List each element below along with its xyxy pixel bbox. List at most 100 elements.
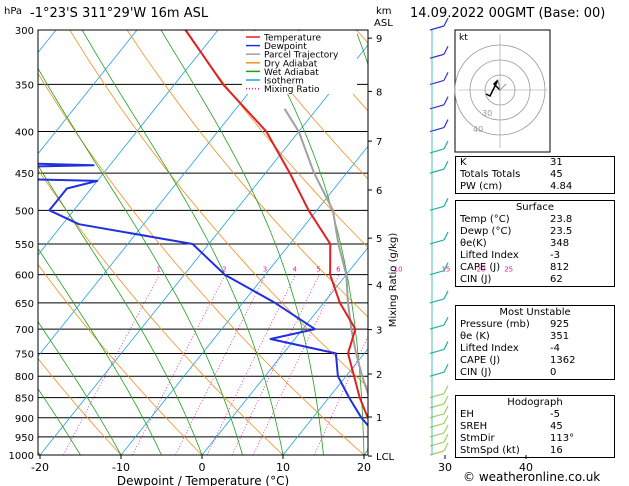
wind-barb-flag-500	[443, 198, 449, 207]
dry-adiabat-60	[241, 30, 368, 180]
km-unit-label: km	[376, 6, 392, 17]
x-tick-label-0: 0	[199, 461, 206, 474]
wet-adiabat-0	[38, 164, 203, 455]
isotherm-10	[282, 348, 368, 455]
dry-adiabat-10	[38, 169, 284, 455]
km-tick-label-9: 9	[376, 34, 382, 45]
mixing-ratio-line-3	[175, 274, 267, 455]
mixing-ratio-label-1: 1	[157, 266, 161, 274]
km-tick-label-6: 6	[376, 186, 382, 197]
wind-barb-flag-350	[443, 72, 449, 81]
km-tick-label-4: 4	[376, 281, 382, 292]
pressure-label-950: 950	[15, 433, 34, 444]
wind-barb-flag-800	[443, 363, 449, 373]
parcel-trajectory-line	[283, 108, 368, 397]
x-tick-label-20: 20	[357, 461, 371, 474]
legend-label-1: Dewpoint	[264, 42, 307, 52]
wind-barb-flag-875	[443, 395, 449, 405]
km-tick-label-LCL: LCL	[376, 452, 395, 463]
km-tick-label-1: 1	[376, 413, 382, 424]
mixing-ratio-line-2	[132, 274, 226, 455]
axes: 1 2 3 4 5 6 10 15 20 2530035040045050055060065070…	[4, 6, 533, 486]
pressure-label-600: 600	[15, 271, 34, 282]
pressure-label-800: 800	[15, 372, 34, 383]
isotherm--50	[38, 30, 138, 155]
hodograph-kt-label: kt	[459, 33, 468, 43]
wind-barb-flag-900	[443, 405, 449, 415]
tt-row: Totals Totals 45	[460, 169, 563, 180]
temperature-line	[184, 30, 368, 420]
mixing-ratio-line-5	[231, 274, 320, 455]
dewpoint-line	[38, 162, 368, 427]
x-tick-label-40: 40	[519, 461, 533, 474]
isotherm--10	[120, 145, 368, 455]
unstable-title: Most Unstable	[499, 307, 571, 318]
plot-frame	[37, 29, 369, 456]
mixing-ratio-axis-title: Mixing Ratio (g/kg)	[388, 233, 399, 328]
km-tick-label-7: 7	[376, 137, 382, 148]
wind-barbs	[429, 17, 449, 456]
wind-barb-flag-600	[443, 262, 449, 271]
wind-barb-flag-700	[443, 316, 449, 326]
mixing-ratio-label-2: 2	[222, 266, 226, 274]
pressure-label-700: 700	[15, 325, 34, 336]
wind-barb-flag-400	[443, 119, 449, 128]
copyright-footer: © weatheronline.co.uk	[463, 470, 601, 484]
hodograph-stats-panel: Hodograph EH -5 SREH 45 StmDir 113° StmSpd …	[455, 395, 615, 458]
pressure-label-450: 450	[15, 169, 34, 180]
hodograph-ring-label-0: 40	[473, 125, 483, 134]
km-tick-label-8: 8	[376, 87, 382, 98]
mixing-ratio-line-6	[252, 274, 340, 455]
x-axis-title: Dewpoint / Temperature (°C)	[117, 474, 289, 486]
mixing-ratio-label-25: 25	[504, 266, 513, 274]
asl-unit-label: ASL	[374, 18, 393, 29]
wind-barb-flag-950	[443, 424, 449, 434]
legend-label-6: Mixing Ratio	[264, 85, 320, 95]
isotherm--20	[39, 44, 368, 455]
legend-label-5: Isotherm	[264, 77, 304, 87]
wind-barb-flag-975	[443, 433, 449, 443]
mixing-ratio-label-10: 10	[394, 266, 403, 274]
dry-adiabat--10	[38, 357, 122, 455]
grid-lines	[38, 30, 368, 455]
surface-panel: Surface Temp (°C) 23.8 Dewp (°C) 23.5 θe(K…	[455, 200, 615, 287]
wind-barb-flag-325	[443, 45, 449, 55]
surface-title: Surface	[515, 202, 555, 213]
legend-label-3: Dry Adiabat	[264, 59, 318, 69]
profile-lines	[38, 30, 368, 427]
x-tick-label-30: 30	[438, 461, 452, 474]
legend-label-0: Temperature	[263, 34, 321, 44]
mixing-ratio-line-1	[62, 274, 160, 455]
hodograph-storm-motion	[497, 79, 507, 92]
pressure-label-900: 900	[15, 414, 34, 425]
hodograph-stats-title: Hodograph	[507, 397, 563, 408]
wind-barb-flag-425	[443, 140, 449, 150]
pressure-label-350: 350	[15, 80, 34, 91]
wind-barb-flag-450	[443, 160, 449, 170]
legend-label-4: Wet Adiabat	[264, 68, 319, 78]
wind-barb-flag-850	[443, 385, 449, 394]
dry-adiabat-30	[69, 30, 368, 388]
pressure-label-650: 650	[15, 299, 34, 310]
pressure-label-850: 850	[15, 394, 34, 405]
indices-panel: K 31 Totals Totals 45 PW (cm) 4.84	[455, 156, 615, 194]
pressure-label-1000: 1000	[9, 451, 34, 462]
wet-adiabat-20	[253, 30, 365, 455]
legend-box	[242, 31, 357, 94]
wind-barb-flag-550	[443, 231, 449, 241]
wind-barb-flag-650	[443, 290, 449, 300]
isotherm--30	[38, 30, 300, 357]
wind-barb-flag-925	[443, 415, 449, 424]
hpa-unit-label: hPa	[4, 6, 22, 17]
legend-label-2: Parcel Trajectory	[264, 51, 339, 61]
isotherm-0	[201, 246, 368, 455]
pressure-label-300: 300	[15, 26, 34, 37]
mixing-ratio-label-5: 5	[316, 266, 320, 274]
isotherm--40	[38, 30, 219, 256]
pw-row: PW (cm) 4.84	[460, 181, 573, 192]
hodograph-frame	[454, 29, 551, 153]
pressure-label-500: 500	[15, 206, 34, 217]
wind-barb-300	[429, 25, 445, 31]
mixing-ratio-label-4: 4	[293, 266, 298, 274]
